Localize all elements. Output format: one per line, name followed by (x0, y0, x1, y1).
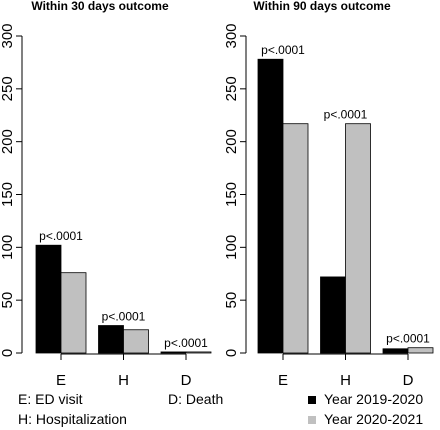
p-value-label-1-D: p<.0001 (386, 332, 430, 346)
bar-0-D-1 (185, 351, 212, 354)
p-value-label-0-D: p<.0001 (164, 336, 208, 350)
y-tick-label-0-200: 200 (0, 129, 16, 154)
x-tick-label-1-E: E (278, 372, 288, 389)
y-tick-label-0-0: 0 (0, 349, 16, 357)
bar-1-E-1 (282, 123, 309, 354)
p-value-label-0-H: p<.0001 (102, 310, 146, 324)
y-tick-label-1-50: 50 (223, 292, 240, 309)
panel-title-1: Within 90 days outcome (253, 0, 391, 13)
footnote-death: D: Death (168, 391, 223, 407)
bar-1-D-1 (407, 347, 434, 354)
y-tick-label-0-100: 100 (0, 235, 16, 260)
p-value-label-0-E: p<.0001 (39, 229, 83, 243)
p-value-label-1-E: p<.0001 (261, 43, 305, 57)
y-tick-label-1-0: 0 (223, 349, 240, 357)
footnote-ed-visit: E: ED visit (18, 391, 83, 407)
y-tick-label-1-300: 300 (223, 23, 240, 48)
y-tick-label-1-150: 150 (223, 182, 240, 207)
y-tick-label-1-100: 100 (223, 235, 240, 260)
y-tick-label-0-300: 300 (0, 23, 16, 48)
y-tick-label-1-200: 200 (223, 129, 240, 154)
legend: Year 2019-2020 Year 2020-2021 (308, 391, 423, 427)
legend-swatch-2020-2021 (308, 416, 316, 424)
x-tick-label-0-H: H (118, 372, 129, 389)
x-tick-label-1-D: D (403, 372, 414, 389)
x-tick-label-1-H: H (340, 372, 351, 389)
panel-title-0: Within 30 days outcome (31, 0, 169, 13)
y-tick-label-1-250: 250 (223, 76, 240, 101)
bar-1-H-1 (345, 123, 371, 354)
y-tick-label-0-50: 50 (0, 292, 16, 309)
legend-swatch-2019-2020 (308, 396, 316, 404)
bar-0-E-0 (35, 244, 62, 354)
footnote-hospitalization: H: Hospitalization (18, 411, 127, 427)
legend-label-2020-2021: Year 2020-2021 (324, 411, 423, 427)
y-tick-label-0-150: 150 (0, 182, 16, 207)
x-tick-label-0-D: D (181, 372, 192, 389)
bar-0-H-1 (123, 329, 149, 354)
bar-0-H-0 (98, 325, 124, 354)
x-tick-label-0-E: E (56, 372, 66, 389)
chart-panel-30-days: Within 30 days outcome 0 50 100 150 200 250 300… (0, 0, 212, 389)
bar-1-D-0 (382, 348, 409, 354)
p-value-label-1-H: p<.0001 (324, 108, 368, 122)
bar-1-E-0 (257, 58, 284, 354)
bar-1-H-0 (320, 276, 346, 354)
chart-panel-90-days: Within 90 days outcome 0 50 100 150 200 250 300… (223, 0, 434, 389)
bar-0-D-0 (160, 351, 187, 354)
bar-0-E-1 (60, 272, 87, 354)
y-tick-label-0-250: 250 (0, 76, 16, 101)
legend-label-2019-2020: Year 2019-2020 (324, 391, 423, 407)
